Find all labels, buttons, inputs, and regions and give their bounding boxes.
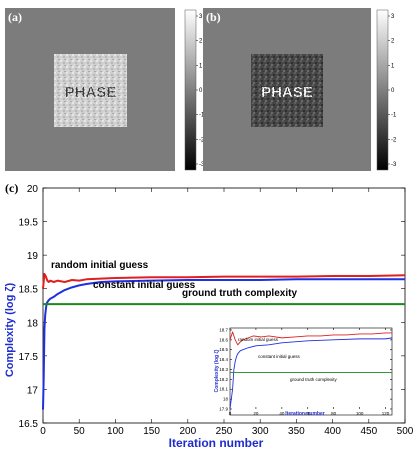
- series-line-constant: [42, 278, 405, 410]
- y-tick-label: 19: [27, 251, 39, 262]
- y-tick-label: 18.6: [219, 337, 228, 342]
- series-line-random: [42, 272, 406, 289]
- y-tick-label: 18.3: [219, 367, 228, 372]
- inset-annotation-ground-truth: ground truth complexity: [290, 377, 338, 382]
- inset-chart: 0 20 40 60 80 100 120 17.9 18 18.1 18.2 18.3 18.4 18.…: [214, 327, 393, 417]
- series-line-constant: [229, 337, 393, 410]
- annotation-ground-truth: ground truth complexity: [182, 288, 297, 299]
- phase-object-b: [251, 54, 323, 127]
- inset-y-axis-label: Complexity (log ζ): [214, 349, 220, 392]
- colorbar-b-ticks: 3 2 1 0 -1 -2 -3: [388, 14, 397, 168]
- y-tick-label: 18: [223, 397, 229, 402]
- x-tick-label: 500: [397, 426, 414, 437]
- colorbar-tick-label: -1: [391, 113, 397, 119]
- panel-label-c: (c): [5, 181, 18, 195]
- colorbar-tick-label: -1: [199, 113, 205, 119]
- inset-annotation-random: random initial guess: [238, 337, 279, 342]
- x-tick-label: 120: [382, 411, 390, 416]
- annotation-constant: constant initial guess: [93, 280, 196, 291]
- panel-a: PHASE (a) 3 2 1 0 -1 -2 -3: [5, 8, 205, 171]
- y-axis-label: Complexity (log ζ): [4, 283, 16, 378]
- x-tick-label: 20: [253, 411, 259, 416]
- inset-axes-ticks: 0 20 40 60 80 100 120 17.9 18 18.1 18.2 18.3 18.4 18.…: [219, 327, 392, 416]
- panel-c: (c) 0 50 100 150 200 250 300 350 400 450 50016.517…: [4, 181, 414, 450]
- colorbar-tick-label: 1: [391, 63, 395, 69]
- x-tick-label: 400: [324, 426, 341, 437]
- colorbar-tick-label: 0: [199, 88, 203, 94]
- x-tick-label: 80: [331, 411, 337, 416]
- colorbar-tick-label: 0: [391, 88, 395, 94]
- y-tick-label: 18.4: [219, 357, 228, 362]
- inset-annotation-constant: constant initial guess: [258, 354, 301, 359]
- panel-b: PHASE (b) 3 2 1 0 -1 -2 -3: [203, 8, 397, 171]
- y-tick-label: 20: [27, 184, 39, 195]
- x-tick-label: 350: [288, 426, 305, 437]
- y-tick-label: 18.1: [219, 387, 228, 392]
- colorbar-tick-label: 2: [199, 39, 203, 45]
- y-tick-label: 17.5: [19, 352, 39, 363]
- colorbar-tick-label: 3: [199, 14, 203, 20]
- x-tick-label: 40: [279, 411, 285, 416]
- colorbar-a-ticks: 3 2 1 0 -1 -2 -3: [196, 14, 205, 168]
- x-tick-label: 60: [305, 411, 311, 416]
- main-series: [42, 272, 406, 410]
- x-tick-label: 150: [143, 426, 160, 437]
- series-line-random: [229, 331, 392, 346]
- panel-label-b: (b): [206, 10, 221, 24]
- colorbar-tick-label: -3: [199, 162, 205, 168]
- x-tick-label: 0: [40, 426, 46, 437]
- annotation-random: random initial guess: [51, 260, 149, 271]
- phase-word-b: PHASE: [261, 84, 313, 101]
- x-tick-label: 100: [107, 426, 124, 437]
- y-tick-label: 17.9: [219, 407, 228, 412]
- y-tick-label: 18.7: [219, 327, 228, 332]
- x-tick-label: 200: [179, 426, 196, 437]
- y-tick-label: 18.5: [19, 285, 39, 296]
- x-tick-label: 0: [229, 411, 232, 416]
- colorbar-tick-label: -2: [199, 137, 205, 143]
- y-tick-label: 16.5: [19, 419, 39, 430]
- inset-plot-area: [229, 327, 393, 416]
- colorbar-b: [376, 9, 389, 171]
- y-tick-label: 18.5: [219, 347, 228, 352]
- x-tick-label: 250: [216, 426, 233, 437]
- y-tick-label: 18.2: [219, 377, 228, 382]
- y-tick-label: 18: [27, 318, 39, 329]
- y-tick-label: 19.5: [19, 218, 39, 229]
- panel-label-a: (a): [8, 10, 22, 24]
- colorbar-tick-label: -2: [391, 137, 397, 143]
- colorbar-a: [184, 9, 197, 171]
- x-tick-label: 300: [252, 426, 269, 437]
- colorbar-tick-label: -3: [391, 162, 397, 168]
- phase-object-a: [54, 54, 127, 127]
- inset-x-axis-label: Iteration number: [285, 411, 325, 417]
- colorbar-tick-label: 1: [199, 63, 203, 69]
- inset-series: [229, 331, 393, 410]
- y-tick-label: 17: [27, 385, 39, 396]
- x-axis-label: Iteration number: [169, 436, 264, 450]
- phase-word-a: PHASE: [65, 84, 117, 101]
- x-tick-label: 50: [74, 426, 86, 437]
- colorbar-tick-label: 2: [391, 39, 395, 45]
- x-tick-label: 100: [356, 411, 364, 416]
- x-tick-label: 450: [360, 426, 377, 437]
- main-axes-ticks: 0 50 100 150 200 250 300 350 400 450 50016.51717.5…: [19, 184, 414, 437]
- colorbar-tick-label: 3: [391, 14, 395, 20]
